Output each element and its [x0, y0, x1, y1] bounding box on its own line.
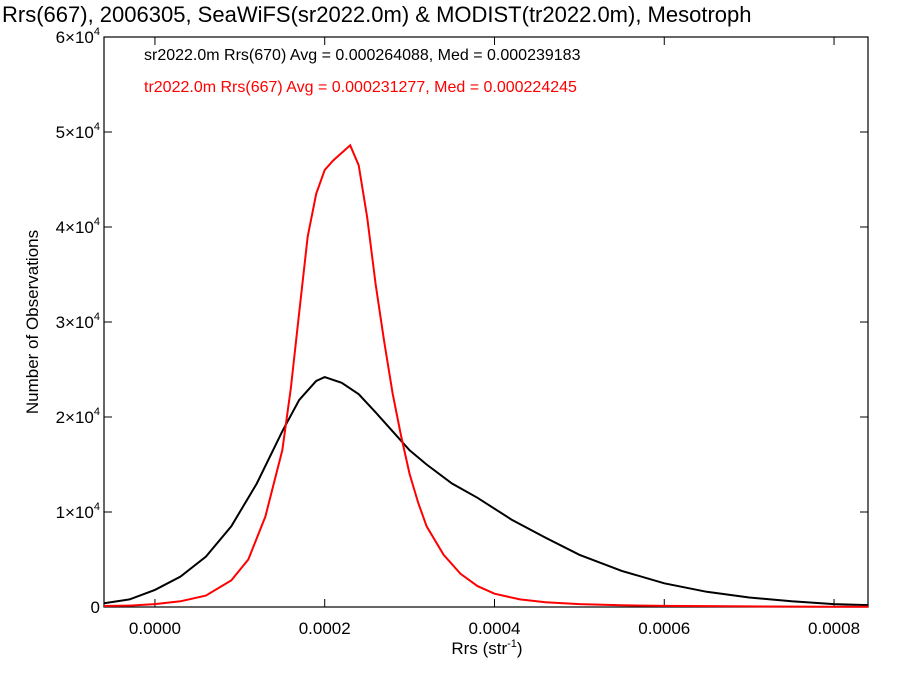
y-axis-label: Number of Observations: [23, 230, 42, 414]
y-tick-label-base: 0: [91, 598, 100, 617]
y-tick-label-base: 1×10: [56, 503, 94, 522]
y-tick-label-exp: 4: [94, 311, 100, 323]
y-tick-label-base: 3×10: [56, 313, 94, 332]
y-tick-label-exp: 4: [94, 121, 100, 133]
y-tick-label-base: 2×10: [56, 408, 94, 427]
series-line-tr2022: [103, 143, 869, 608]
y-tick-label-base: 5×10: [56, 123, 94, 142]
y-tick-label: 6×104: [56, 26, 100, 47]
series-line-sr2022: [103, 376, 869, 607]
y-tick-label: 2×104: [56, 406, 100, 427]
y-tick-label-exp: 4: [94, 501, 100, 513]
x-tick-label: 0.0004: [468, 619, 520, 638]
y-tick-label: 5×104: [56, 121, 100, 142]
y-tick-label-exp: 4: [94, 216, 100, 228]
legend: sr2022.0m Rrs(670) Avg = 0.000264088, Me…: [144, 47, 581, 96]
x-axis-ticks: 0.0000 0.0002 0.0004 0.0006 0.0008: [129, 37, 860, 638]
x-axis-label-main: Rrs (str: [451, 639, 507, 658]
x-axis-label: Rrs (str-1): [451, 638, 522, 658]
y-tick-label-exp: 4: [94, 406, 100, 418]
legend-entry-tr2022: tr2022.0m Rrs(667) Avg = 0.000231277, Me…: [144, 79, 577, 96]
y-tick-label: 4×104: [56, 216, 100, 237]
x-tick-label: 0.0006: [638, 619, 690, 638]
y-tick-label-exp: 4: [94, 26, 100, 38]
x-axis-label-close: ): [517, 639, 523, 658]
series-lines: [103, 143, 869, 608]
plot-frame: [103, 36, 869, 608]
y-tick-label-base: 6×10: [56, 28, 94, 47]
legend-entry-sr2022: sr2022.0m Rrs(670) Avg = 0.000264088, Me…: [144, 47, 581, 64]
y-tick-label: 3×104: [56, 311, 100, 332]
x-tick-label: 0.0000: [129, 619, 181, 638]
y-tick-label: 1×104: [56, 501, 100, 522]
x-axis-label-sup: -1: [507, 638, 517, 650]
chart-title: Rrs(667), 2006305, SeaWiFS(sr2022.0m) & …: [2, 2, 752, 27]
y-tick-label: 0: [91, 598, 100, 617]
x-tick-label: 0.0002: [299, 619, 351, 638]
y-tick-label-base: 4×10: [56, 218, 94, 237]
x-tick-label: 0.0008: [808, 619, 860, 638]
